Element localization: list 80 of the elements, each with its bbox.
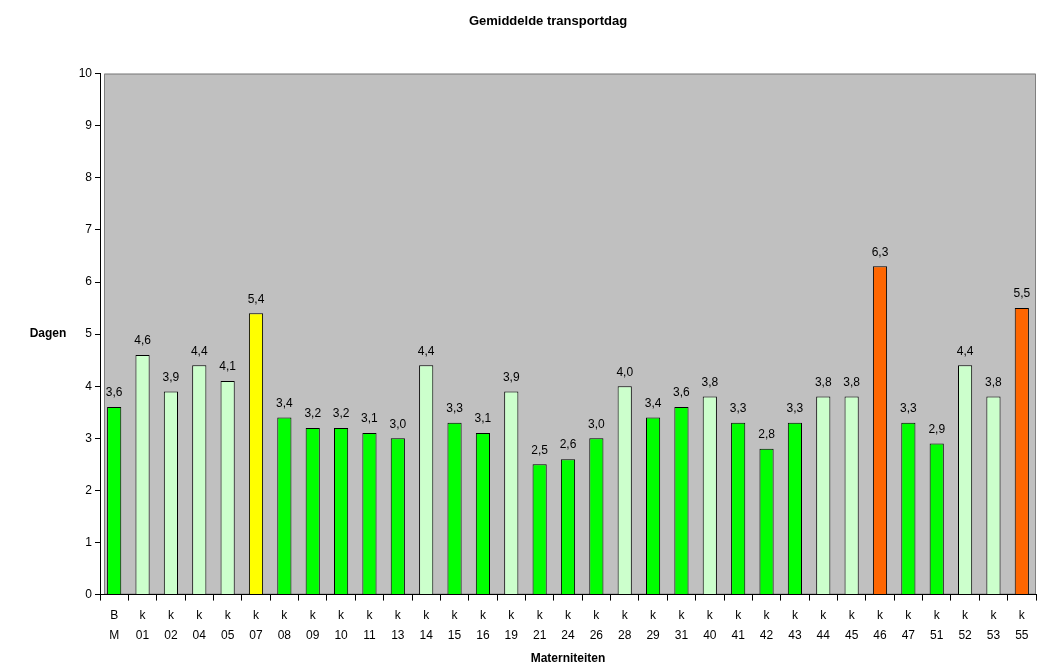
data-label: 4,4 [956, 343, 974, 358]
data-label: 3,0 [588, 416, 606, 431]
data-label: 2,9 [928, 421, 946, 436]
y-tick-label: 10 [78, 65, 93, 80]
x-tick-label: k 15 [447, 607, 462, 642]
y-axis-title: Dagen [29, 326, 67, 341]
data-label: 3,2 [304, 406, 322, 421]
data-label: 3,1 [361, 411, 379, 426]
x-tick-label: k 45 [844, 607, 859, 642]
y-tick-label: 7 [85, 222, 93, 237]
x-tick-label: k 10 [334, 607, 349, 642]
x-tick-label: k 21 [532, 607, 547, 642]
data-label: 2,5 [531, 442, 549, 457]
x-tick-label: k 02 [164, 607, 178, 642]
chart-title: Gemiddelde transportdag [468, 13, 628, 29]
data-label: 3,8 [814, 374, 832, 389]
data-label: 2,6 [559, 437, 577, 452]
x-tick-label: k 53 [986, 607, 1001, 642]
x-tick-label: k 28 [618, 607, 632, 642]
data-label: 3,8 [985, 374, 1003, 389]
data-label: 4,6 [134, 333, 152, 348]
data-label: 5,5 [1013, 286, 1031, 301]
y-tick-label: 3 [85, 430, 93, 445]
y-tick-label: 9 [85, 118, 93, 133]
x-tick-label: k 46 [873, 607, 887, 642]
x-tick-label: k 40 [703, 607, 717, 642]
data-label: 6,3 [871, 244, 889, 259]
x-tick-label: k 29 [646, 607, 661, 642]
y-tick-label: 1 [85, 534, 93, 549]
data-label: 3,3 [446, 400, 464, 415]
x-tick-label: k 47 [901, 607, 916, 642]
x-tick-label: k 42 [759, 607, 774, 642]
data-label: 3,8 [701, 374, 719, 389]
data-label: 2,8 [758, 427, 776, 442]
x-tick-label: k 26 [589, 607, 604, 642]
y-tick-label: 0 [85, 586, 93, 601]
data-label: 3,4 [644, 395, 662, 410]
x-tick-label: k 31 [674, 607, 689, 642]
data-label: 4,4 [190, 343, 208, 358]
x-axis-title: Materniteiten [530, 651, 606, 666]
x-tick-label: k 52 [958, 607, 973, 642]
x-tick-label: k 51 [930, 607, 944, 642]
data-label: 4,4 [417, 343, 435, 358]
data-label: 3,3 [900, 400, 918, 415]
x-tick-label: k 01 [135, 607, 150, 642]
x-tick-label: k 16 [476, 607, 490, 642]
data-label: 3,4 [276, 395, 294, 410]
data-label: 5,4 [247, 291, 265, 306]
data-label: 3,6 [105, 385, 123, 400]
x-tick-label: k 07 [249, 607, 263, 642]
x-tick-label: k 41 [731, 607, 746, 642]
data-label: 3,9 [502, 369, 520, 384]
x-tick-label: k 05 [220, 607, 235, 642]
x-tick-label: k 14 [419, 607, 434, 642]
x-tick-label: k 19 [504, 607, 519, 642]
x-tick-label: k 55 [1015, 607, 1029, 642]
y-tick-label: 2 [85, 482, 93, 497]
y-tick-label: 6 [85, 274, 93, 289]
y-tick-label: 5 [85, 326, 93, 341]
data-label: 3,1 [474, 411, 492, 426]
x-tick-label: k 24 [561, 607, 575, 642]
data-label: 3,9 [162, 369, 180, 384]
y-tick-label: 4 [85, 378, 93, 393]
y-tick-label: 8 [85, 170, 93, 185]
x-tick-label: k 43 [788, 607, 802, 642]
x-tick-label: k 04 [192, 607, 207, 642]
data-label: 4,1 [219, 359, 237, 374]
x-tick-label: B M [109, 607, 120, 642]
data-label: 3,3 [729, 400, 747, 415]
data-label: 3,0 [389, 416, 407, 431]
x-tick-label: k 11 [363, 607, 376, 642]
x-tick-label: k 44 [816, 607, 831, 642]
data-label: 3,8 [843, 374, 861, 389]
data-label: 4,0 [616, 364, 634, 379]
data-label: 3,2 [332, 406, 350, 421]
data-label: 3,6 [673, 385, 691, 400]
x-tick-label: k 13 [391, 607, 405, 642]
x-tick-label: k 09 [306, 607, 320, 642]
x-tick-label: k 08 [277, 607, 292, 642]
data-label: 3,3 [786, 400, 804, 415]
